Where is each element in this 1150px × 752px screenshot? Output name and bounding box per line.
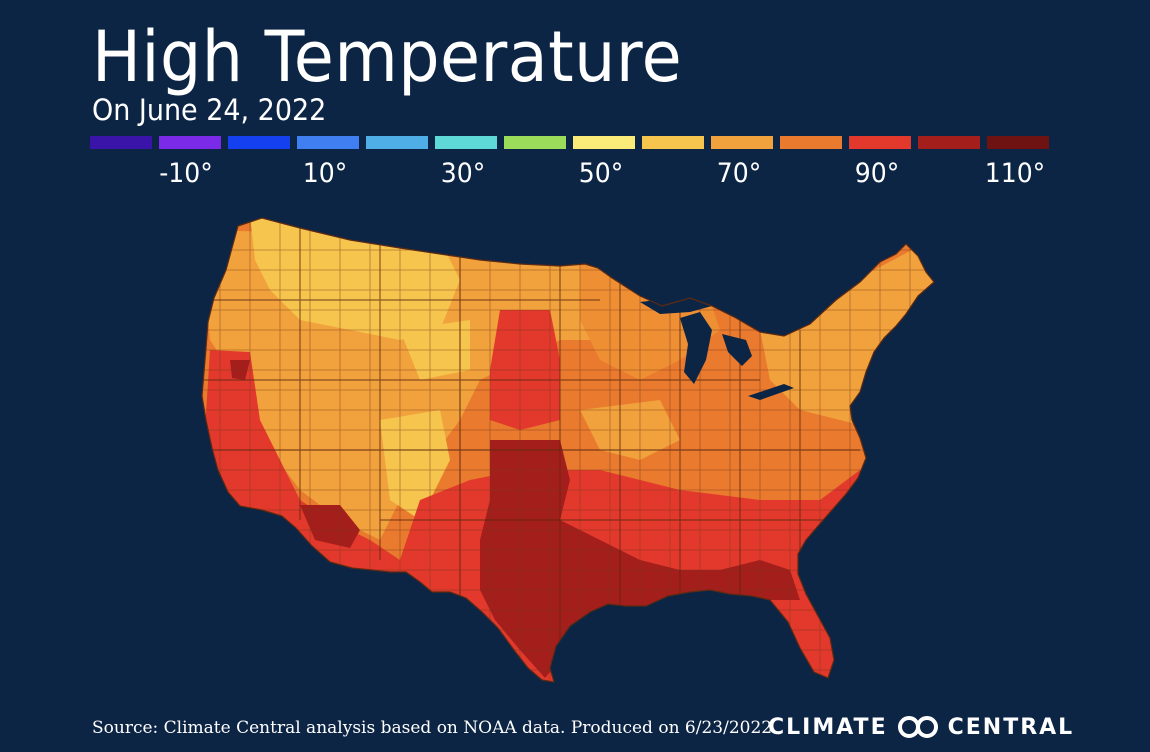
legend-label: 110° — [984, 158, 1046, 189]
page-subtitle: On June 24, 2022 — [92, 93, 327, 127]
legend-label: 30° — [440, 158, 486, 189]
region-60-70-colorado — [380, 410, 450, 520]
brand-text-right: CENTRAL — [947, 714, 1075, 740]
legend-swatch-0 — [90, 136, 152, 149]
legend-swatch-7 — [573, 136, 635, 149]
temperature-regions — [202, 218, 934, 682]
legend-label: 50° — [578, 158, 624, 189]
lake-huron — [722, 334, 752, 366]
brand-logo: CLIMATE CENTRAL — [768, 714, 1074, 740]
state-borders — [202, 220, 860, 680]
legend-swatch-8 — [642, 136, 704, 149]
legend-swatch-11 — [849, 136, 911, 149]
legend-swatch-3 — [297, 136, 359, 149]
brand-text-left: CLIMATE — [768, 714, 888, 740]
legend-swatch-9 — [711, 136, 773, 149]
legend-label: 70° — [716, 158, 762, 189]
legend-swatch-2 — [228, 136, 290, 149]
region-100-110-desert — [300, 505, 360, 548]
legend-swatch-10 — [780, 136, 842, 149]
page-title: High Temperature — [92, 16, 683, 98]
climate-central-logo-icon — [897, 716, 938, 738]
legend-swatch-4 — [366, 136, 428, 149]
source-note: Source: Climate Central analysis based o… — [92, 718, 778, 738]
legend-swatch-6 — [504, 136, 566, 149]
lake-michigan — [680, 312, 712, 384]
legend-swatch-13 — [987, 136, 1049, 149]
legend-label: 10° — [302, 158, 348, 189]
temperature-legend: -10° 10° 30° 50° 70° 90° 110° — [90, 136, 1049, 196]
legend-swatches — [90, 136, 1049, 149]
legend-swatch-12 — [918, 136, 980, 149]
legend-label: -10° — [159, 158, 213, 189]
legend-label: 90° — [854, 158, 900, 189]
legend-swatch-5 — [435, 136, 497, 149]
legend-swatch-1 — [159, 136, 221, 149]
lake-erie — [748, 384, 794, 400]
